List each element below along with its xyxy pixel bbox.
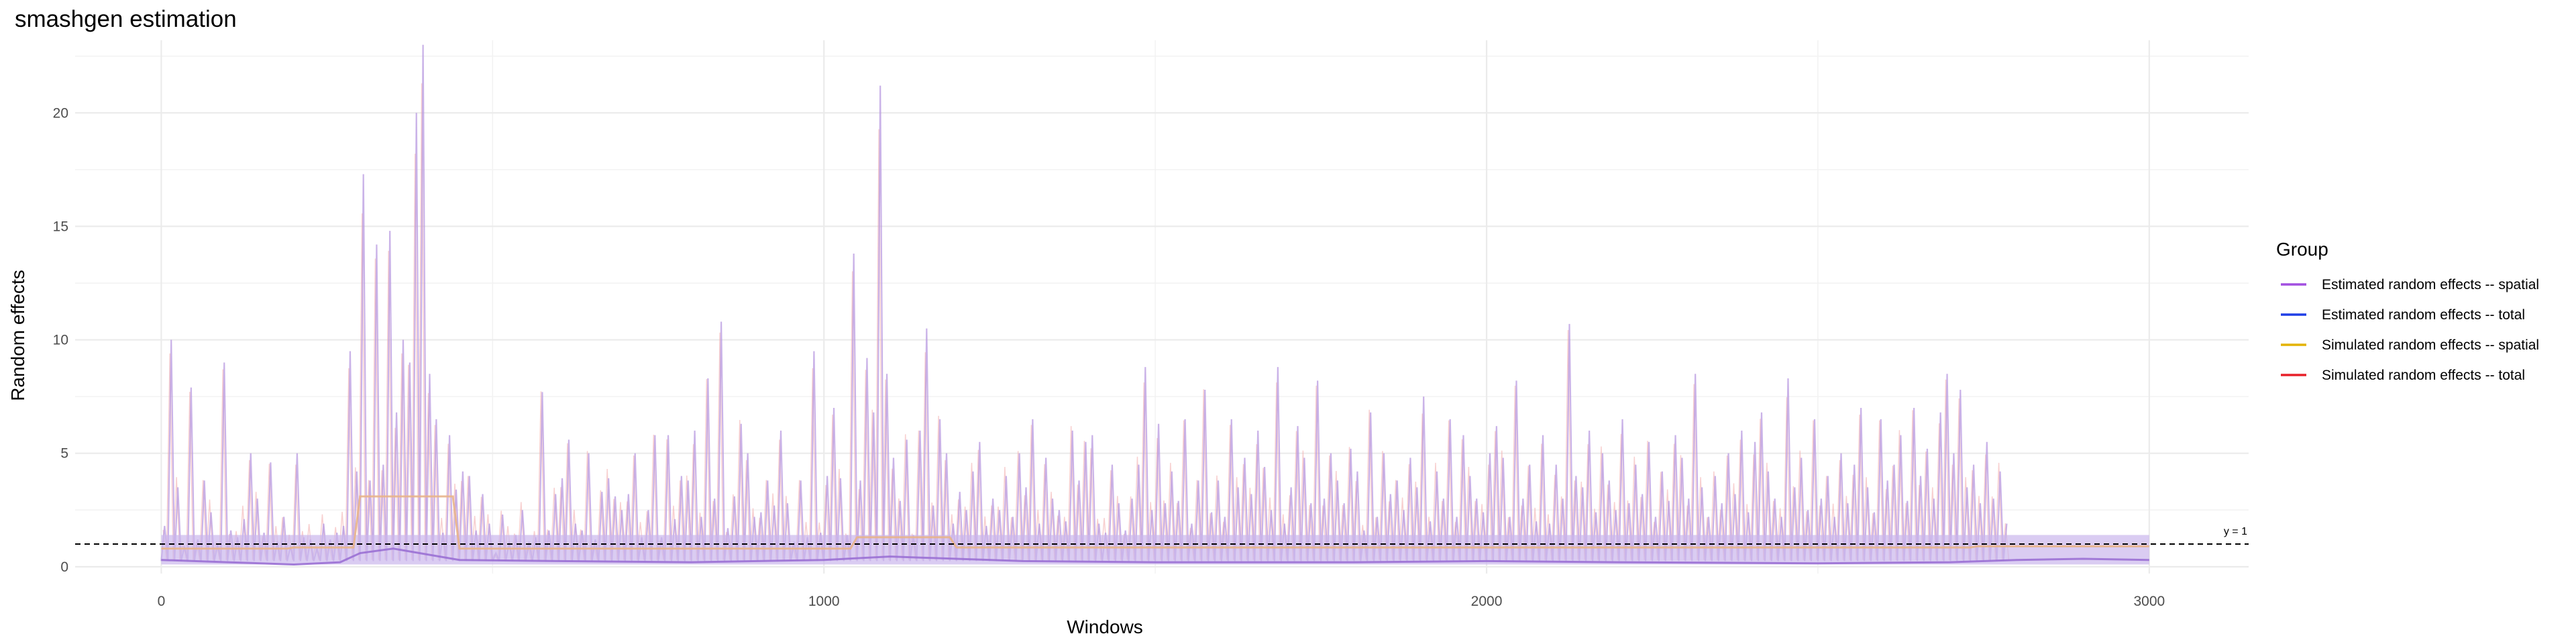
x-axis-title: Windows [1067,616,1143,637]
x-tick-label: 2000 [1471,594,1503,609]
y-tick-label: 10 [53,333,68,348]
legend-label-1: Estimated random effects -- total [2322,307,2525,323]
y-tick-label: 0 [60,559,68,575]
y-tick-label: 20 [53,105,68,121]
x-tick-label: 0 [158,594,166,609]
legend-title: Group [2276,239,2328,260]
x-tick-label: 3000 [2133,594,2165,609]
series-layer [160,44,2149,566]
tick-labels: 0 1000 2000 3000 0 5 10 15 20 [53,105,2165,609]
legend: Group Estimated random effects -- spatia… [2276,239,2539,383]
series-line-simulated-total [162,83,2010,562]
x-tick-label: 1000 [808,594,840,609]
series-line [161,547,2149,566]
y-tick-label: 5 [60,446,68,462]
y-tick-label: 15 [53,219,68,234]
y-axis-title: Random effects [7,270,28,401]
legend-label-2: Simulated random effects -- spatial [2322,337,2539,353]
reference-line-label: y = 1 [2224,526,2247,537]
legend-label-3: Simulated random effects -- total [2322,368,2525,383]
series-line-estimated-total [160,44,2008,561]
grid [75,40,2249,574]
reference-line-layer: y = 1 [75,526,2249,545]
series-0 [160,44,2149,565]
series-1 [161,547,2149,566]
legend-label-0: Estimated random effects -- spatial [2322,277,2539,292]
series-2 [161,495,2149,550]
series-line [161,495,2149,550]
chart-title: smashgen estimation [15,6,237,32]
